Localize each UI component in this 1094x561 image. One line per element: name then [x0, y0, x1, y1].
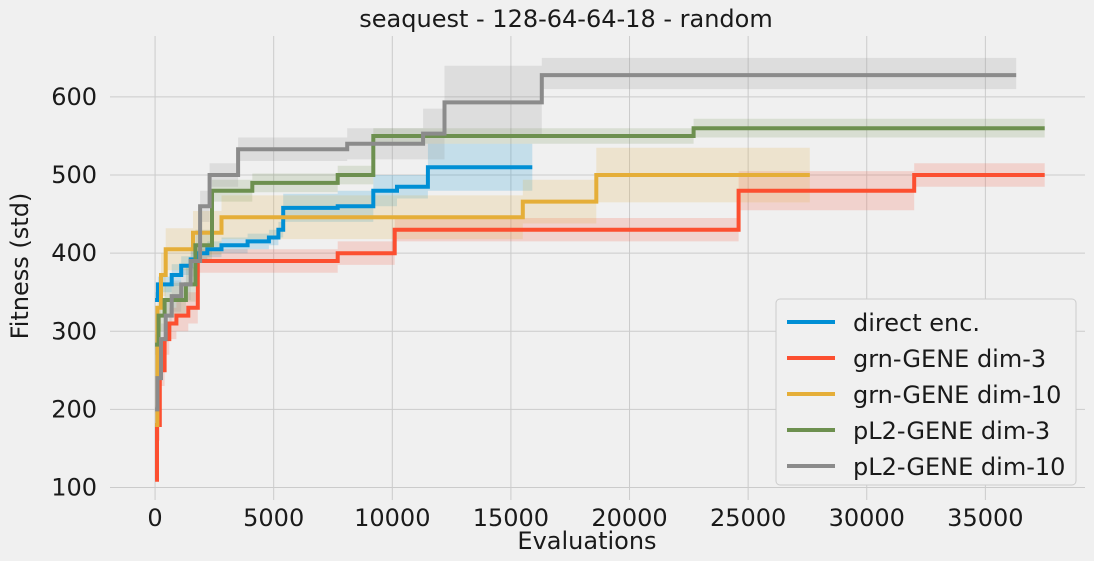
series-line: [155, 73, 1017, 412]
y-tick-label: 100: [51, 474, 97, 502]
x-tick-label: 25000: [710, 504, 786, 532]
x-tick-labels: 0 5000 10000 15000 20000 25000 30000 35000: [147, 504, 1023, 532]
std-band: [155, 57, 1017, 414]
y-tick-label: 300: [51, 317, 97, 345]
x-tick-label: 5000: [243, 504, 304, 532]
series-line: [155, 165, 533, 302]
x-tick-label: 20000: [591, 504, 667, 532]
legend-frame: [775, 298, 1077, 486]
x-tick-label: 15000: [473, 504, 549, 532]
x-tick-label: 0: [147, 504, 162, 532]
x-tick-label: 10000: [354, 504, 430, 532]
std-band: [155, 143, 533, 300]
series-lines: [155, 73, 1045, 482]
y-tick-labels: 100 200 300 400 500 600: [51, 83, 97, 502]
y-tick-label: 400: [51, 239, 97, 267]
x-tick-label: 35000: [947, 504, 1023, 532]
legend-label: direct enc.: [853, 309, 980, 337]
x-axis-label: Evaluations: [517, 527, 656, 555]
legend-label: pL2-GENE dim-10: [853, 453, 1065, 481]
y-axis-label: Fitness (std): [6, 193, 34, 340]
y-tick-label: 600: [51, 83, 97, 111]
series-line: [155, 173, 810, 427]
legend: direct enc. grn-GENE dim-3 grn-GENE dim-10…: [775, 298, 1077, 486]
legend-label: pL2-GENE dim-3: [853, 417, 1050, 445]
y-tick-label: 200: [51, 395, 97, 423]
legend-label: grn-GENE dim-10: [853, 381, 1061, 409]
std-band: [155, 163, 1045, 480]
x-tick-label: 30000: [829, 504, 905, 532]
y-tick-label: 500: [51, 161, 97, 189]
legend-label: grn-GENE dim-3: [853, 345, 1046, 373]
chart-title: seaquest - 128-64-64-18 - random: [359, 5, 772, 33]
